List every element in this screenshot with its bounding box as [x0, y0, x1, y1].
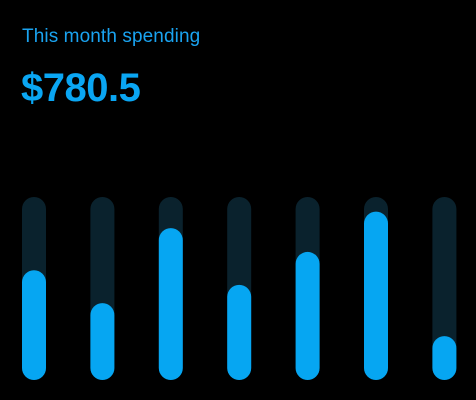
spending-bar[interactable] [158, 228, 183, 380]
spending-bar[interactable] [90, 303, 115, 380]
spending-bar[interactable] [227, 284, 252, 380]
spending-total-amount: $780.5 [21, 66, 141, 110]
spending-bar[interactable] [295, 251, 320, 380]
spending-bar[interactable] [22, 270, 46, 380]
bar-track [432, 197, 457, 380]
spending-period-label: This month spending [22, 26, 201, 47]
spending-bar[interactable] [432, 336, 457, 380]
spending-bar[interactable] [364, 211, 388, 380]
